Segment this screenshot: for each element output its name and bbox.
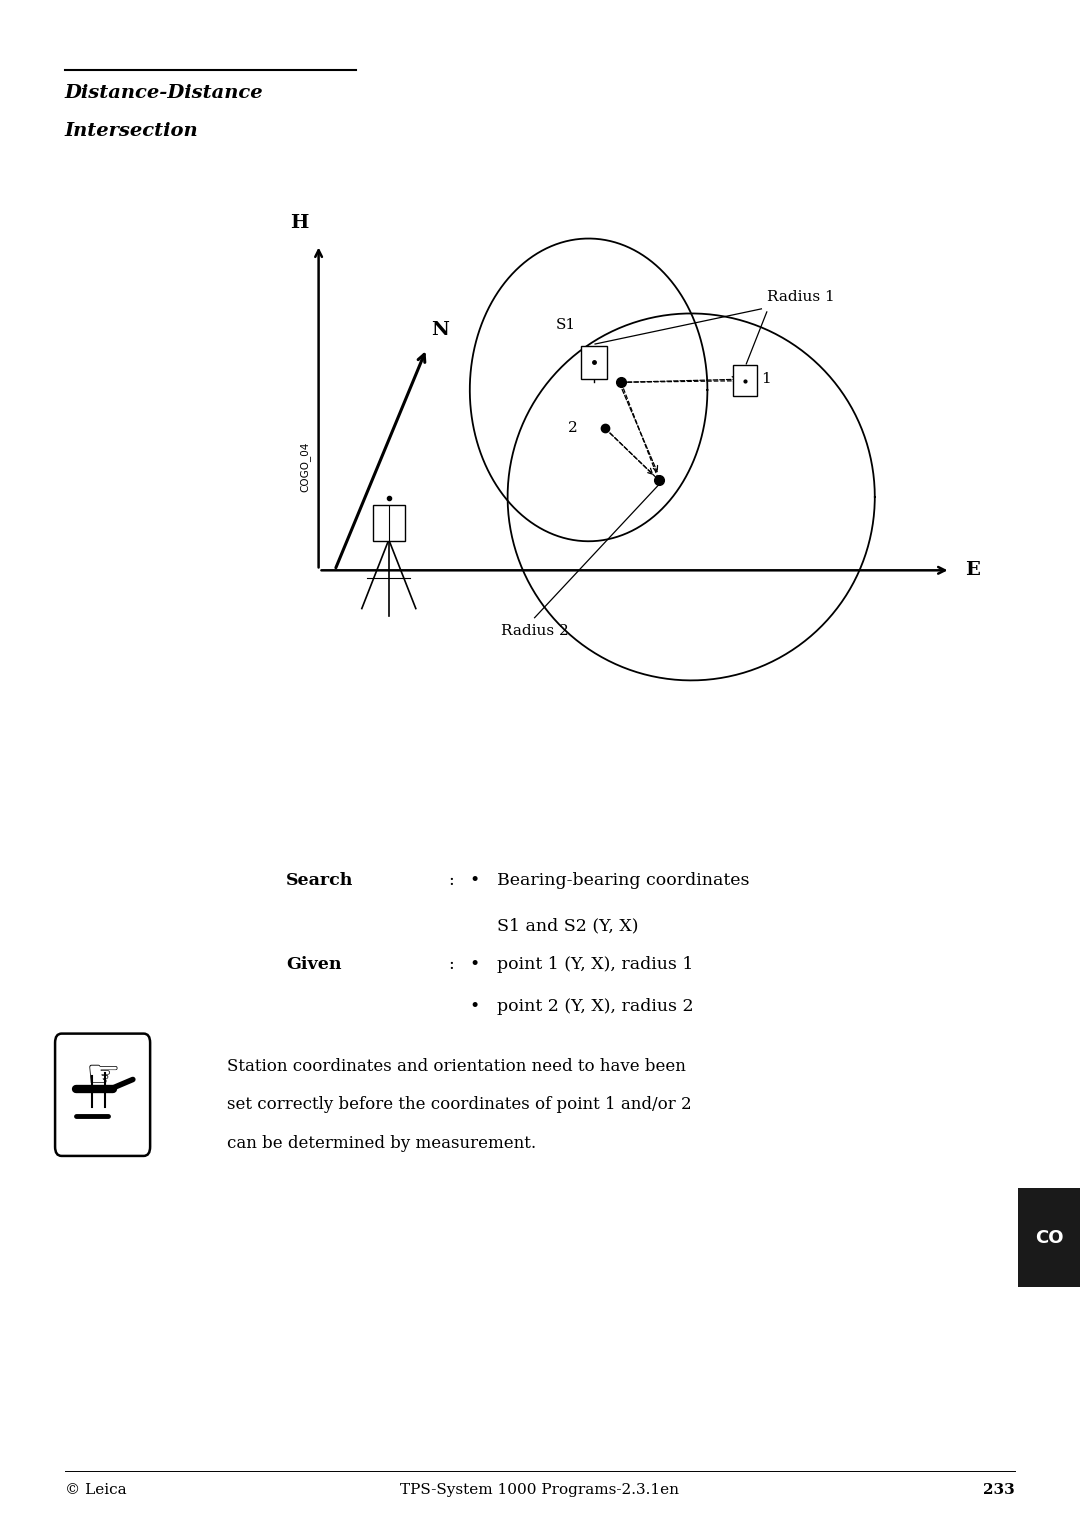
- Text: 2: 2: [568, 420, 578, 436]
- FancyBboxPatch shape: [55, 1034, 150, 1156]
- Text: N: N: [431, 321, 449, 339]
- Text: TPS-System 1000 Programs-2.3.1en: TPS-System 1000 Programs-2.3.1en: [401, 1483, 679, 1497]
- Text: S1: S1: [556, 318, 577, 332]
- Text: Radius 1: Radius 1: [767, 289, 835, 304]
- Text: CO: CO: [1035, 1229, 1064, 1246]
- FancyBboxPatch shape: [733, 365, 757, 396]
- FancyBboxPatch shape: [581, 346, 607, 379]
- Text: •: •: [470, 956, 480, 972]
- Text: Given: Given: [286, 956, 341, 972]
- Text: Search: Search: [286, 872, 353, 888]
- Text: Bearing-bearing coordinates: Bearing-bearing coordinates: [497, 872, 750, 888]
- Text: Intersection: Intersection: [65, 122, 199, 141]
- Text: •: •: [470, 872, 480, 888]
- Text: 1: 1: [761, 372, 771, 387]
- Text: ☞: ☞: [85, 1058, 120, 1095]
- FancyBboxPatch shape: [373, 505, 405, 541]
- Text: Station coordinates and orientation need to have been: Station coordinates and orientation need…: [227, 1058, 686, 1075]
- Text: © Leica: © Leica: [65, 1483, 126, 1497]
- FancyBboxPatch shape: [1018, 1188, 1080, 1287]
- Text: COGO_04: COGO_04: [299, 442, 310, 491]
- Text: :: :: [448, 956, 454, 972]
- Text: 233: 233: [984, 1483, 1015, 1497]
- Text: S1 and S2 (Y, X): S1 and S2 (Y, X): [497, 917, 638, 934]
- Text: H: H: [289, 214, 309, 232]
- Text: can be determined by measurement.: can be determined by measurement.: [227, 1135, 536, 1151]
- Text: •: •: [470, 998, 480, 1015]
- Text: set correctly before the coordinates of point 1 and/or 2: set correctly before the coordinates of …: [227, 1096, 691, 1113]
- Text: E: E: [966, 561, 981, 579]
- Text: point 1 (Y, X), radius 1: point 1 (Y, X), radius 1: [497, 956, 693, 972]
- Text: Radius 2: Radius 2: [501, 624, 568, 638]
- Text: Distance-Distance: Distance-Distance: [65, 84, 264, 102]
- Text: point 2 (Y, X), radius 2: point 2 (Y, X), radius 2: [497, 998, 693, 1015]
- Text: :: :: [448, 872, 454, 888]
